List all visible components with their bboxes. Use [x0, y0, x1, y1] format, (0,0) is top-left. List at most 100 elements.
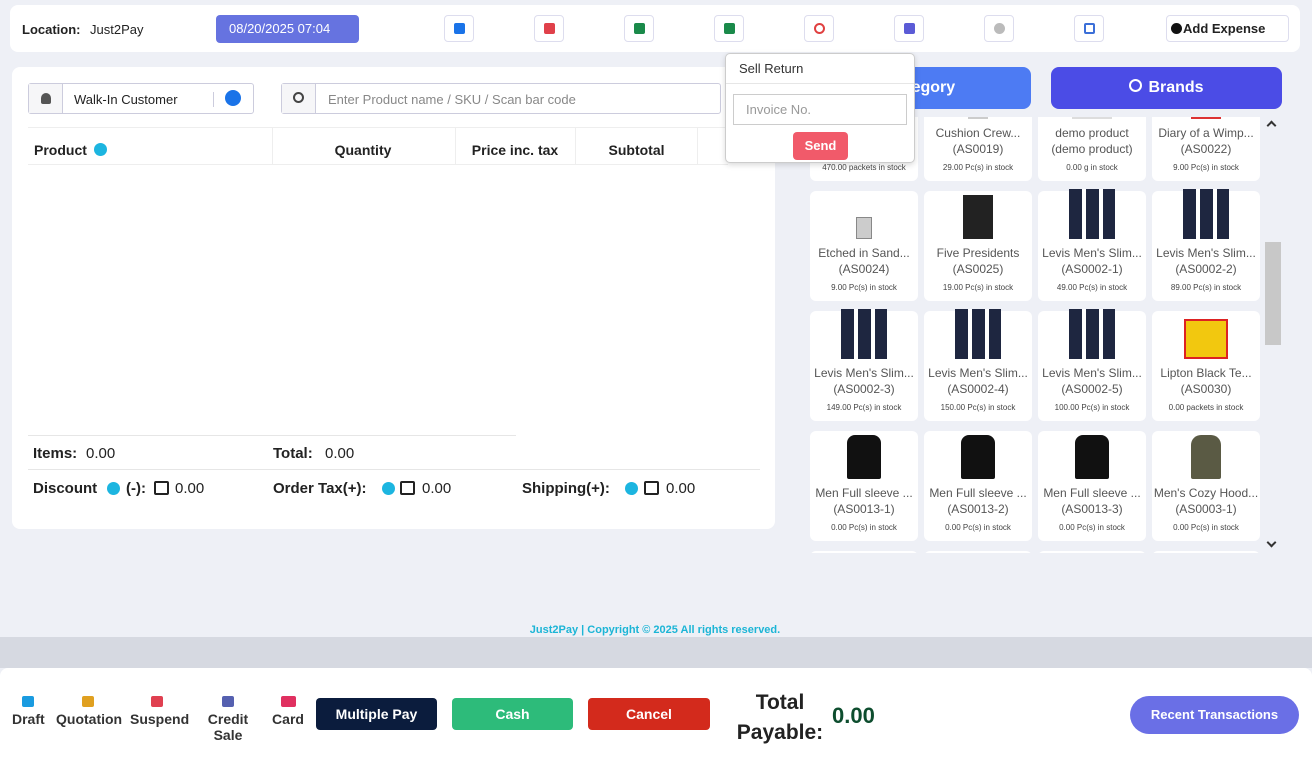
product-card: [810, 551, 918, 553]
product-name: Lipton Black Te...: [1160, 366, 1252, 380]
product-sku: (AS0002-3): [833, 382, 895, 396]
brands-tab[interactable]: Brands: [1051, 67, 1282, 109]
cash-button[interactable]: Cash: [452, 698, 573, 730]
product-card: [1152, 551, 1260, 553]
items-label: Items:: [33, 445, 78, 462]
send-button[interactable]: Send: [793, 132, 848, 160]
discount-sign: (-):: [126, 480, 146, 497]
column-header: Price inc. tax: [471, 142, 559, 158]
cash: Cash: [495, 706, 530, 722]
quotation-button[interactable]: Quotation: [56, 696, 122, 727]
recent-transactions: Recent Transactions: [1150, 707, 1279, 722]
product-sku: (AS0025): [952, 262, 1004, 276]
shipping: 0.00: [666, 480, 696, 497]
total: 0.00: [325, 445, 355, 462]
pause-button[interactable]: [984, 15, 1014, 42]
product-card[interactable]: Levis Men's Slim... (AS0002-4) 150.00 Pc(s…: [924, 309, 1032, 421]
product-name: Levis Men's Slim...: [928, 366, 1028, 380]
product-card[interactable]: Lipton Black Te... (AS0030) 0.00 packets i…: [1152, 311, 1260, 421]
datetime-button[interactable]: 08/20/2025 07:04: [216, 15, 359, 43]
customer: Walk-In Customer: [74, 92, 214, 107]
product-card[interactable]: Men Full sleeve ... (AS0013-3) 0.00 Pc(s) …: [1038, 431, 1146, 541]
product-sku: (AS0013-2): [947, 502, 1009, 516]
discount-label: Discount: [33, 480, 98, 497]
send: Send: [804, 138, 837, 153]
product-name: Cushion Crew...: [935, 126, 1021, 140]
credit-sale: Credit Sale: [207, 711, 249, 743]
invoice-input[interactable]: Invoice No.: [733, 94, 907, 125]
product-card[interactable]: Diary of a Wimp... (AS0022) 9.00 Pc(s) in …: [1152, 117, 1260, 181]
product-card[interactable]: Men's Cozy Hood... (AS0003-1) 0.00 Pc(s) i…: [1152, 431, 1260, 541]
credit-sale-button[interactable]: Credit Sale: [195, 696, 261, 743]
product-stock: 100.00 Pc(s) in stock: [1054, 403, 1130, 412]
column-header: Subtotal: [608, 142, 665, 158]
total-payable-label: Total Payable:: [736, 691, 824, 744]
product-name: Levis Men's Slim...: [1042, 366, 1142, 380]
items: 0.00: [86, 445, 116, 462]
multiple-pay-button[interactable]: Multiple Pay: [316, 698, 437, 730]
discount: 0.00: [175, 480, 205, 497]
product-stock: 0.00 Pc(s) in stock: [945, 523, 1011, 532]
product-card[interactable]: demo product (demo product) 0.00 g in stoc…: [1038, 117, 1146, 181]
product-card[interactable]: Cushion Crew... (AS0019) 29.00 Pc(s) in st…: [924, 117, 1032, 181]
calculator-button[interactable]: [714, 15, 744, 42]
product-card[interactable]: Levis Men's Slim... (AS0002-2) 89.00 Pc(s)…: [1152, 189, 1260, 301]
card-button[interactable]: Card: [272, 696, 304, 727]
suspend-button[interactable]: Suspend: [130, 696, 189, 727]
search-placeholder: Enter Product name / SKU / Scan bar code: [328, 92, 576, 107]
product-stock: 0.00 Pc(s) in stock: [1059, 523, 1125, 532]
product-card[interactable]: Levis Men's Slim... (AS0002-5) 100.00 Pc(s…: [1038, 309, 1146, 421]
product-image: [847, 435, 881, 479]
briefcase-button[interactable]: [624, 15, 654, 42]
product-card[interactable]: Five Presidents (AS0025) 19.00 Pc(s) in st…: [924, 191, 1032, 301]
product-stock: 9.00 Pc(s) in stock: [831, 283, 897, 292]
product-image: [1191, 435, 1221, 479]
back-button[interactable]: [444, 15, 474, 42]
column-header: Quantity: [334, 142, 392, 158]
product-name: Levis Men's Slim...: [814, 366, 914, 380]
draft-button[interactable]: Draft: [12, 696, 45, 727]
product-sku: (AS0002-1): [1061, 262, 1123, 276]
register-button[interactable]: [894, 15, 924, 42]
product-image: [1069, 309, 1115, 359]
product-name: Levis Men's Slim...: [1042, 246, 1142, 260]
product-image: [1075, 435, 1109, 479]
product-stock: 149.00 Pc(s) in stock: [826, 403, 902, 412]
product-card: [1038, 551, 1146, 553]
screen-button[interactable]: [1074, 15, 1104, 42]
product-sku: (AS0013-3): [1061, 502, 1123, 516]
sell-return-popup: Sell Return Invoice No. Send: [725, 53, 915, 163]
product-card[interactable]: Levis Men's Slim... (AS0002-1) 49.00 Pc(s)…: [1038, 189, 1146, 301]
product-card[interactable]: Men Full sleeve ... (AS0013-2) 0.00 Pc(s) …: [924, 431, 1032, 541]
product-image: [1191, 117, 1221, 119]
product-image: [1069, 189, 1115, 239]
location: Just2Pay: [90, 22, 144, 37]
return-button[interactable]: [804, 15, 834, 42]
product-image: [963, 195, 993, 239]
product-image: [1072, 117, 1112, 119]
product-search[interactable]: Enter Product name / SKU / Scan bar code: [281, 83, 721, 114]
customer-select[interactable]: Walk-In Customer: [28, 83, 254, 114]
product-image: [1184, 319, 1228, 359]
product-image: [968, 117, 988, 119]
product-card[interactable]: Etched in Sand... (AS0024) 9.00 Pc(s) in s…: [810, 191, 918, 301]
product-sku: (AS0002-5): [1061, 382, 1123, 396]
add-expense-button[interactable]: Add Expense: [1166, 15, 1289, 42]
product-card[interactable]: Levis Men's Slim... (AS0002-3) 149.00 Pc(s…: [810, 309, 918, 421]
copyright: Just2Pay | Copyright © 2025 All rights r…: [529, 624, 781, 636]
close-button[interactable]: [534, 15, 564, 42]
product-stock: 49.00 Pc(s) in stock: [1056, 283, 1128, 292]
product-stock: 19.00 Pc(s) in stock: [942, 283, 1014, 292]
product-sku: (AS0022): [1180, 142, 1232, 156]
product-card[interactable]: Men Full sleeve ... (AS0013-1) 0.00 Pc(s) …: [810, 431, 918, 541]
cancel-button[interactable]: Cancel: [588, 698, 710, 730]
product-name: Five Presidents: [936, 246, 1020, 260]
recent-transactions-button[interactable]: Recent Transactions: [1130, 696, 1299, 734]
brands: Brands: [1148, 79, 1204, 96]
add-expense: Add Expense: [1183, 21, 1266, 36]
product-image: [961, 435, 995, 479]
scrollbar[interactable]: [1264, 117, 1281, 553]
datetime: 08/20/2025 07:04: [229, 21, 331, 36]
product-image: [1183, 189, 1229, 239]
